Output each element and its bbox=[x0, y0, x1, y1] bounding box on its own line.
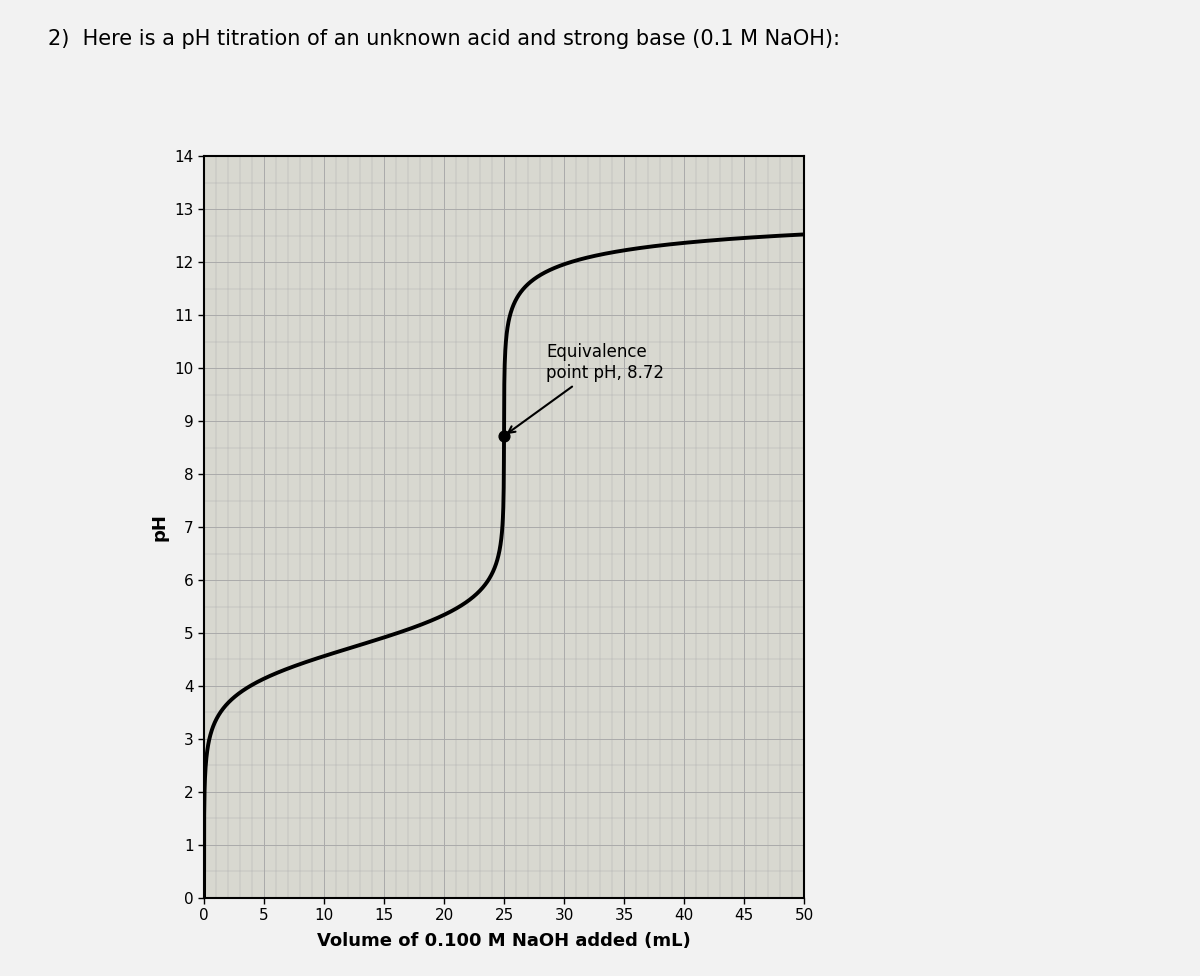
Text: Equivalence
point pH, 8.72: Equivalence point pH, 8.72 bbox=[508, 344, 664, 433]
Point bbox=[494, 428, 514, 444]
Y-axis label: pH: pH bbox=[151, 513, 169, 541]
X-axis label: Volume of 0.100 M NaOH added (mL): Volume of 0.100 M NaOH added (mL) bbox=[317, 932, 691, 950]
Text: 2)  Here is a pH titration of an unknown acid and strong base (0.1 M NaOH):: 2) Here is a pH titration of an unknown … bbox=[48, 29, 840, 49]
